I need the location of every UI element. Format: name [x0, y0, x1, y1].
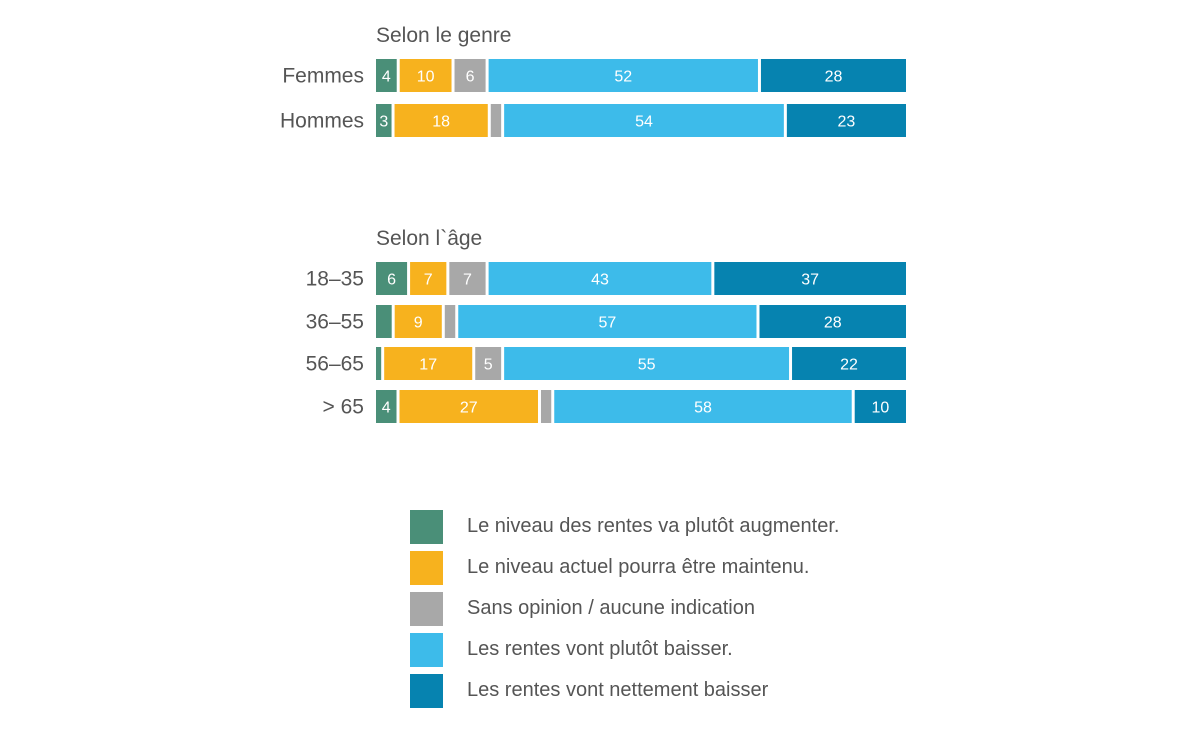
- bar-segment: [376, 347, 382, 380]
- data-label: 52: [614, 69, 632, 86]
- data-label: 57: [598, 315, 616, 332]
- category-label: 18–35: [306, 268, 364, 291]
- data-label: 5: [484, 357, 493, 374]
- bar-segment: [759, 305, 906, 338]
- data-label: 27: [460, 400, 478, 417]
- data-label: 55: [638, 357, 656, 374]
- legend-label: Sans opinion / aucune indication: [467, 597, 755, 619]
- bar-segment: [760, 59, 906, 92]
- data-label: 7: [463, 272, 472, 289]
- data-label: 6: [387, 272, 396, 289]
- bar-segment: [394, 104, 488, 137]
- legend-item: Sans opinion / aucune indication: [410, 588, 839, 629]
- data-label: 6: [466, 69, 475, 86]
- bar-segment: [488, 262, 712, 295]
- legend-item: Les rentes vont nettement baisser: [410, 670, 839, 711]
- category-label: 56–65: [306, 353, 364, 376]
- bar-segment: [786, 104, 906, 137]
- data-label: 28: [825, 69, 843, 86]
- data-label: 4: [382, 400, 391, 417]
- legend-item: Les rentes vont plutôt baisser.: [410, 629, 839, 670]
- bar-segment: [454, 59, 486, 92]
- bar-segment: [376, 305, 392, 338]
- data-label: 17: [419, 357, 437, 374]
- bar-segment: [475, 347, 502, 380]
- bar-segment: [376, 104, 392, 137]
- legend-label: Les rentes vont nettement baisser: [467, 679, 769, 701]
- bar-segment: [384, 347, 473, 380]
- bar-segment: [714, 262, 906, 295]
- category-label: 36–55: [306, 311, 364, 334]
- bar-segment: [449, 262, 486, 295]
- bar-segment: [554, 390, 852, 423]
- bar-segment: [376, 390, 397, 423]
- legend-item: Le niveau actuel pourra être maintenu.: [410, 547, 839, 588]
- bar-segment: [444, 305, 456, 338]
- data-label: 4: [382, 69, 391, 86]
- bar-segment: [399, 59, 452, 92]
- bar-segment: [490, 104, 502, 137]
- data-label: 3: [379, 114, 388, 131]
- group-title: Selon le genre: [376, 24, 511, 47]
- legend-label: Le niveau actuel pourra être maintenu.: [467, 556, 810, 578]
- bar-segment: [488, 59, 758, 92]
- data-label: 23: [838, 114, 856, 131]
- data-label: 37: [801, 272, 819, 289]
- category-label: Hommes: [280, 110, 364, 133]
- legend-label: Le niveau des rentes va plutôt augmenter…: [467, 515, 840, 537]
- legend-item: Le niveau des rentes va plutôt augmenter…: [410, 506, 839, 547]
- bar-segment: [504, 104, 784, 137]
- bar-segment: [394, 305, 442, 338]
- data-label: 7: [424, 272, 433, 289]
- data-label: 9: [414, 315, 423, 332]
- bar-segment: [504, 347, 790, 380]
- bar-segment: [410, 262, 447, 295]
- legend-swatch: [410, 673, 443, 708]
- data-label: 22: [840, 357, 858, 374]
- bar-segment: [399, 390, 538, 423]
- chart-legend: Le niveau des rentes va plutôt augmenter…: [410, 506, 839, 711]
- bar-segment: [792, 347, 906, 380]
- category-label: Femmes: [282, 65, 364, 88]
- bar-segment: [376, 262, 408, 295]
- bar-segment: [854, 390, 906, 423]
- bar-segment: [540, 390, 552, 423]
- legend-label: Les rentes vont plutôt baisser.: [467, 638, 733, 660]
- data-label: 43: [591, 272, 609, 289]
- data-label: 10: [417, 69, 435, 86]
- legend-swatch: [410, 591, 443, 626]
- data-label: 10: [871, 400, 889, 417]
- bar-segment: [376, 59, 397, 92]
- data-label: 28: [824, 315, 842, 332]
- data-label: 58: [694, 400, 712, 417]
- legend-swatch: [410, 509, 443, 544]
- legend-swatch: [410, 632, 443, 667]
- data-label: 54: [635, 114, 653, 131]
- data-label: 18: [432, 114, 450, 131]
- category-label: > 65: [323, 396, 364, 419]
- bar-segment: [458, 305, 757, 338]
- legend-swatch: [410, 550, 443, 585]
- group-title: Selon l`âge: [376, 227, 482, 250]
